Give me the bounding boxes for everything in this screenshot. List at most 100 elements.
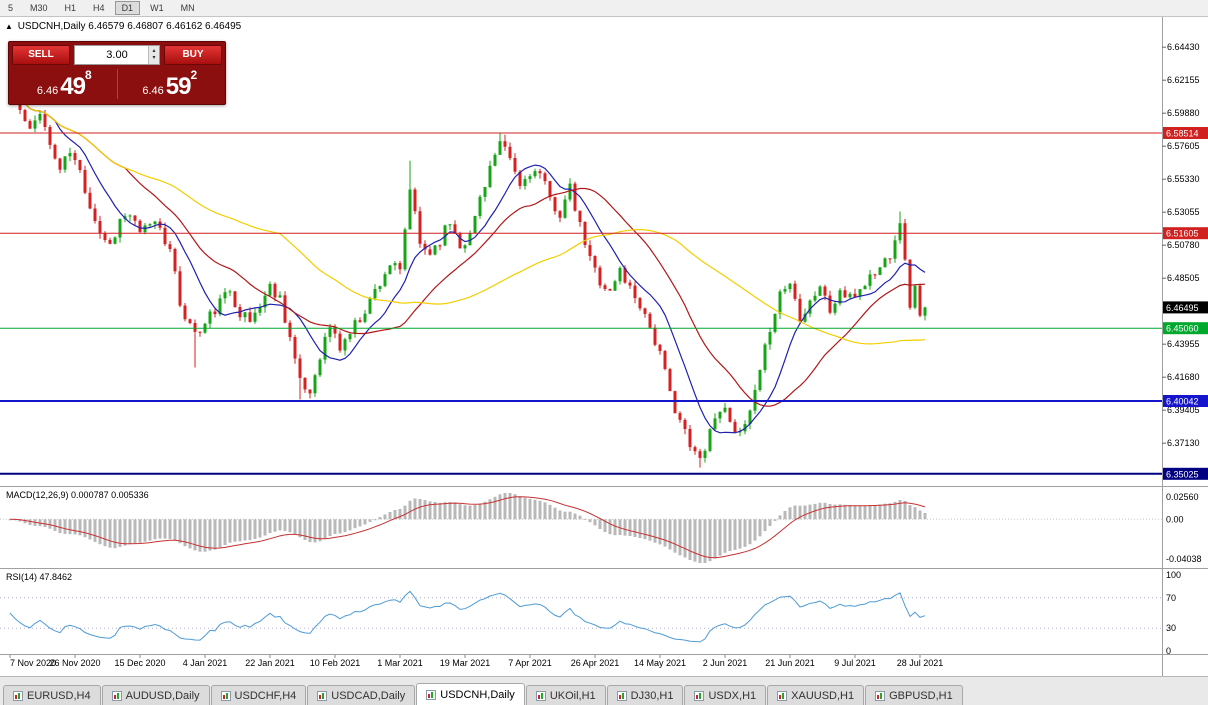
macd-histogram-bar	[58, 519, 62, 534]
tab-label: USDCNH,Daily	[440, 688, 515, 701]
chart-tab-eurusd-h4[interactable]: EURUSD,H4	[3, 685, 101, 705]
candle-body	[303, 377, 307, 390]
macd-histogram-bar	[913, 507, 917, 520]
macd-histogram-bar	[248, 519, 252, 541]
candle-body	[488, 165, 492, 187]
candle-body	[828, 295, 832, 313]
macd-histogram-bar	[528, 498, 532, 520]
candle-body	[338, 333, 342, 351]
bid-price[interactable]: 6.46 49 8	[12, 67, 117, 101]
timeframe-button-h4[interactable]: H4	[93, 3, 105, 13]
candle-body	[283, 295, 287, 323]
candle-body	[878, 267, 882, 275]
macd-histogram-bar	[253, 519, 257, 539]
macd-histogram-bar	[753, 519, 757, 541]
macd-histogram-bar	[918, 510, 922, 520]
candle-body	[743, 424, 747, 432]
candle-body	[253, 312, 257, 322]
level-label-6.45060-box	[1163, 322, 1208, 335]
candle-body	[188, 319, 192, 323]
macd-histogram-bar	[793, 505, 797, 520]
chart-tab-usdcad-daily[interactable]: USDCAD,Daily	[307, 685, 416, 705]
timeframe-button-d1[interactable]: D1	[114, 1, 141, 15]
candle-body	[193, 323, 197, 332]
macd-histogram-bar	[673, 519, 677, 553]
chart-tab-usdx-h1[interactable]: USDX,H1	[684, 685, 767, 705]
macd-histogram-bar	[208, 519, 212, 551]
macd-histogram-bar	[88, 519, 92, 540]
macd-histogram-bar	[688, 519, 692, 560]
macd-histogram-bar	[908, 505, 912, 520]
candle-body	[258, 307, 262, 313]
candle-body	[758, 370, 762, 390]
timeframe-button-w1[interactable]: W1	[150, 3, 164, 13]
macd-histogram-bar	[523, 497, 527, 520]
buy-button[interactable]: BUY	[164, 45, 222, 65]
candle-body	[868, 274, 872, 286]
chart-tab-gbpusd-h1[interactable]: GBPUSD,H1	[865, 685, 963, 705]
macd-histogram-bar	[398, 509, 402, 520]
macd-histogram-bar	[728, 519, 732, 551]
chart-tab-dj30-h1[interactable]: DJ30,H1	[606, 685, 684, 705]
level-label-6.40042: 6.40042	[1166, 396, 1199, 406]
candle-body	[463, 245, 467, 249]
timeframe-button-h1[interactable]: H1	[64, 3, 77, 13]
candle-body	[568, 183, 572, 200]
volume-field[interactable]: 3.00 ▴ ▾	[74, 45, 160, 65]
macd-histogram-bar	[228, 519, 232, 543]
candle-body	[403, 229, 407, 270]
volume-spinner[interactable]: ▴ ▾	[148, 46, 159, 64]
macd-histogram-bar	[923, 513, 927, 520]
macd-histogram-bar	[758, 519, 762, 537]
ask-price[interactable]: 6.46 59 2	[118, 67, 223, 101]
spin-down-icon[interactable]: ▾	[152, 55, 156, 61]
candle-body	[873, 274, 877, 276]
candle-body	[788, 283, 792, 290]
candle-body	[498, 141, 502, 155]
candle-body	[318, 359, 322, 376]
candle-body	[558, 211, 562, 218]
macd-histogram-bar	[838, 504, 842, 520]
chart-tab-xauusd-h1[interactable]: XAUUSD,H1	[767, 685, 865, 705]
macd-histogram-bar	[653, 519, 657, 543]
chart-tab-ukoil-h1[interactable]: UKOil,H1	[525, 685, 606, 705]
candle-body	[913, 285, 917, 308]
candle-body	[778, 291, 782, 314]
sell-button[interactable]: SELL	[12, 45, 70, 65]
timeframe-button-m30[interactable]: M30	[30, 3, 48, 13]
price-axis-label: 6.57605	[1167, 141, 1200, 151]
candle-body	[353, 320, 357, 334]
tab-label: DJ30,H1	[630, 689, 674, 702]
macd-histogram-bar	[268, 519, 272, 533]
macd-histogram-bar	[278, 519, 282, 531]
one-click-trading-panel: SELL 3.00 ▴ ▾ BUY 6.46 49 8 6.46 59 2	[8, 41, 226, 105]
candle-body	[693, 447, 697, 452]
timeframe-button-5[interactable]: 5	[8, 3, 14, 13]
level-label-6.35025-box	[1163, 467, 1208, 480]
candle-body	[43, 114, 47, 127]
macd-histogram-bar	[733, 519, 737, 550]
tab-label: AUDUSD,Daily	[125, 689, 200, 702]
tab-label: USDX,H1	[708, 689, 757, 702]
chart-tab-usdcnh-daily[interactable]: USDCNH,Daily	[416, 683, 525, 705]
candle-body	[538, 171, 542, 174]
rsi-axis-label: 30	[1166, 623, 1176, 633]
macd-histogram-bar	[773, 519, 777, 521]
macd-histogram-bar	[468, 505, 472, 520]
candle-body	[843, 290, 847, 298]
macd-histogram-bar	[843, 504, 847, 520]
timeframe-button-mn[interactable]: MN	[180, 3, 195, 13]
spin-up-icon[interactable]: ▴	[152, 48, 156, 54]
macd-histogram-bar	[883, 503, 887, 520]
candle-body	[848, 293, 852, 298]
candle-body	[53, 144, 57, 159]
macd-histogram-bar	[338, 519, 342, 534]
macd-histogram-bar	[418, 499, 422, 520]
candle-body	[83, 170, 87, 193]
price-axis-label: 6.64430	[1167, 42, 1200, 52]
chart-tab-usdchf-h4[interactable]: USDCHF,H4	[210, 685, 307, 705]
chart-tab-audusd-daily[interactable]: AUDUSD,Daily	[101, 685, 210, 705]
candle-body	[213, 311, 217, 315]
macd-histogram-bar	[113, 519, 117, 549]
